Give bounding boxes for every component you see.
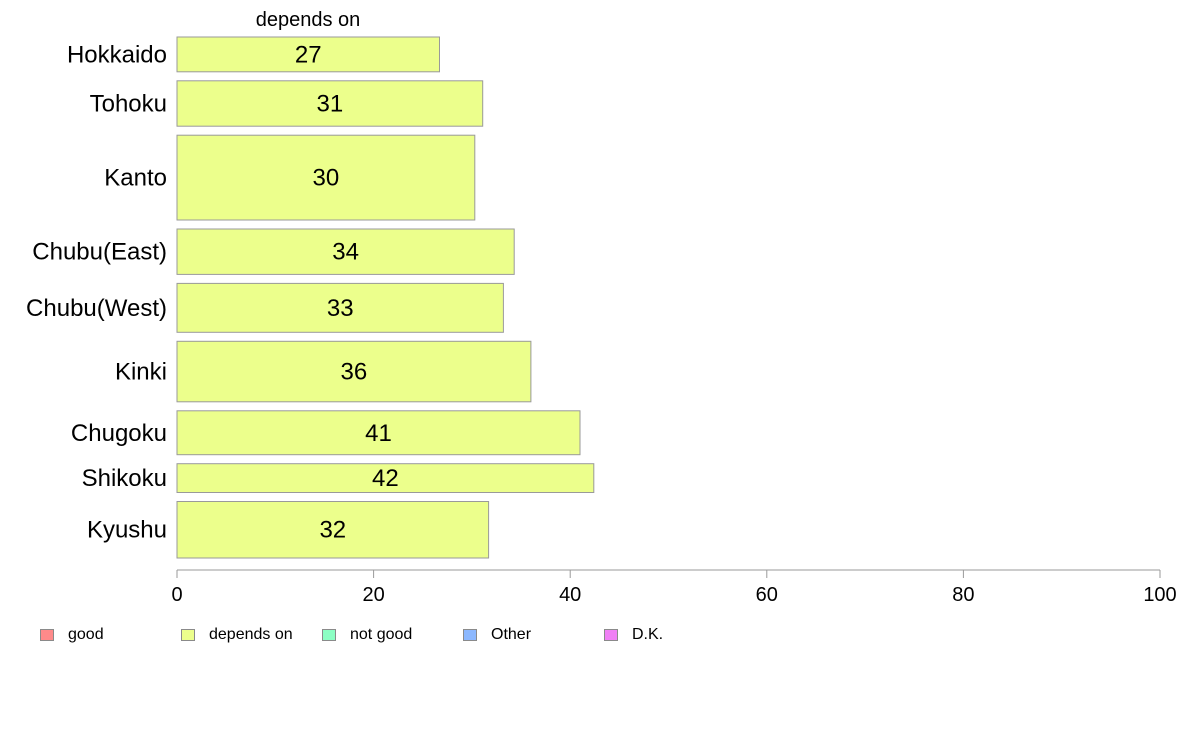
bars-group: Hokkaido 27 Tohoku 31 Kanto 30 Chubu(East) 34 Ch… (26, 36, 595, 559)
legend-swatch (463, 629, 477, 641)
panel-title: depends on (256, 9, 361, 31)
legend-item: D.K. (604, 624, 663, 646)
bar-kyushu (176, 501, 490, 559)
category-label: Kyushu (87, 517, 167, 544)
legend-item: depends on (181, 624, 293, 646)
bar-chubu-west (176, 282, 504, 333)
bar-shikoku (176, 463, 595, 494)
data-label: 27 (295, 41, 322, 68)
legend-item: Other (463, 624, 531, 646)
data-label: 33 (327, 295, 354, 322)
bar-chugoku (176, 410, 581, 456)
data-label: 30 (313, 165, 340, 192)
data-label: 36 (341, 359, 368, 386)
x-tick-label: 20 (362, 584, 384, 606)
data-label: 42 (372, 465, 399, 492)
x-tick-label: 80 (952, 584, 974, 606)
legend-swatch (181, 629, 195, 641)
category-label: Chubu(East) (32, 239, 167, 266)
bar-tohoku (176, 80, 484, 127)
category-label: Tohoku (90, 91, 167, 118)
x-axis: 0 20 40 60 80 100 (171, 569, 1177, 606)
x-tick-label: 0 (171, 584, 182, 606)
x-tick-label: 60 (756, 584, 778, 606)
legend-swatch (604, 629, 618, 641)
legend-swatch (40, 629, 54, 641)
legend-label: not good (350, 626, 413, 643)
data-label: 41 (365, 420, 392, 447)
data-label: 32 (319, 517, 346, 544)
category-label: Kanto (104, 165, 167, 192)
legend-label: good (68, 626, 104, 643)
x-tick-label: 40 (559, 584, 581, 606)
bar-chubu-east (176, 228, 515, 275)
legend-label: depends on (209, 626, 293, 643)
legend-label: Other (491, 626, 532, 643)
legend-label: D.K. (632, 626, 664, 643)
legend-item: not good (322, 624, 412, 646)
category-label: Chugoku (71, 420, 167, 447)
bar-kinki (176, 340, 532, 403)
category-label: Shikoku (82, 465, 167, 492)
data-label: 34 (332, 239, 359, 266)
bar-kanto (176, 134, 476, 221)
bar-hokkaido (176, 36, 440, 73)
category-label: Hokkaido (67, 41, 167, 68)
legend-item: good (40, 624, 104, 646)
data-label: 31 (317, 91, 344, 118)
legend-swatch (322, 629, 336, 641)
category-label: Kinki (115, 359, 167, 386)
category-label: Chubu(West) (26, 295, 167, 322)
x-tick-label: 100 (1143, 584, 1176, 606)
